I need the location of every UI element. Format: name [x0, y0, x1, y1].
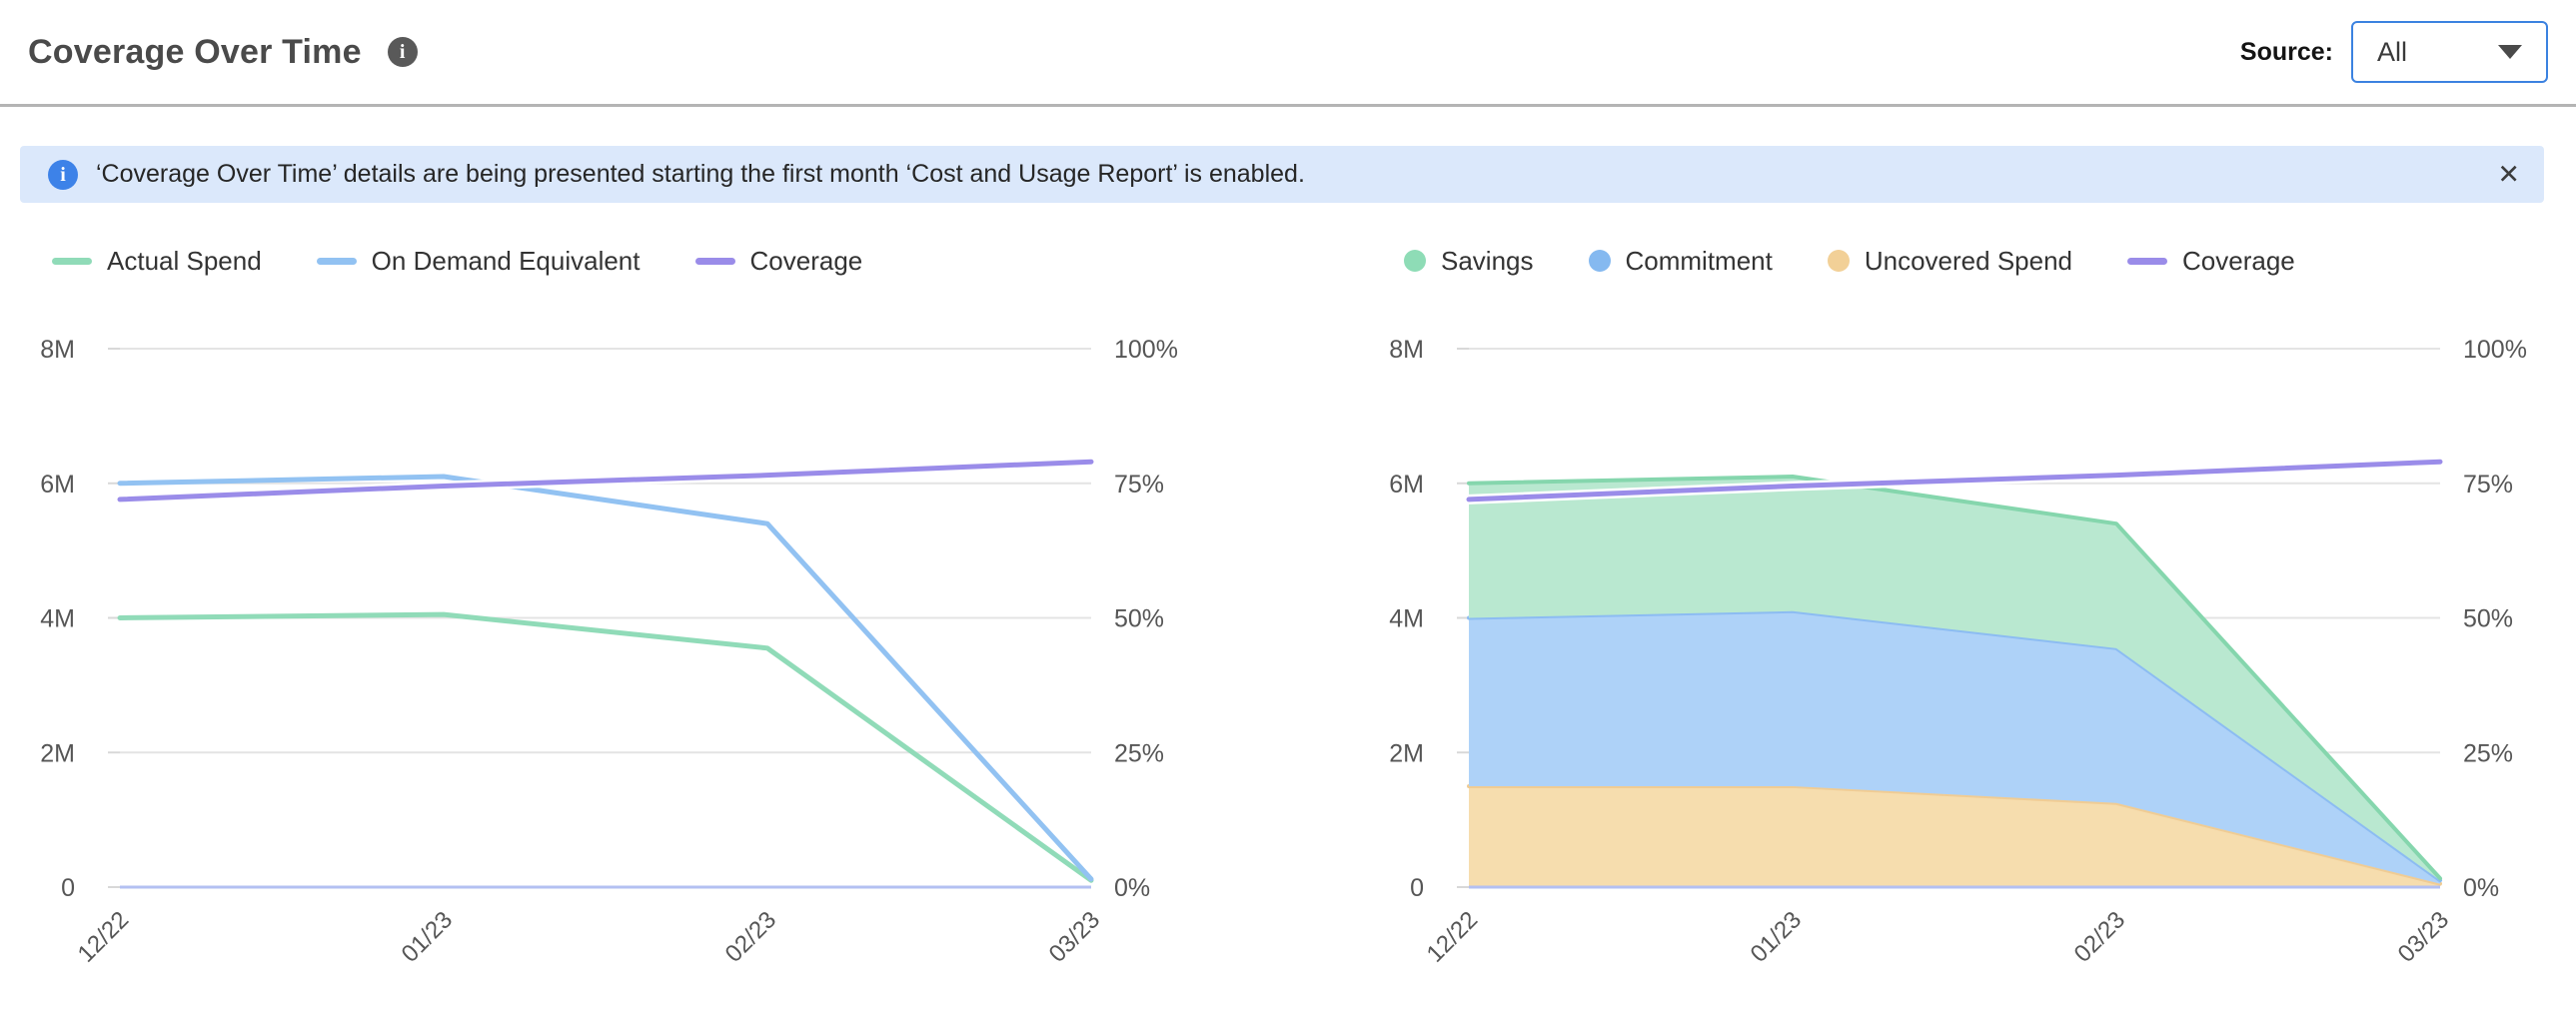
legend-label: Actual Spend	[107, 245, 262, 276]
y-axis-label: 0	[1410, 874, 1424, 902]
x-axis-label: 02/23	[2069, 906, 2131, 968]
x-axis-label: 01/23	[1746, 906, 1808, 968]
banner-text: ‘Coverage Over Time’ details are being p…	[96, 160, 1305, 188]
legend-dot-swatch	[1588, 250, 1611, 272]
chevron-down-icon	[2498, 45, 2522, 59]
info-icon-glyph: i	[399, 41, 406, 63]
close-icon[interactable]: ✕	[2497, 159, 2520, 189]
y-axis-label: 8M	[1389, 336, 1424, 364]
y-axis-label: 0	[61, 874, 75, 902]
y-axis-label: 2M	[40, 739, 75, 767]
source-label: Source:	[2239, 37, 2333, 66]
panel-header: Coverage Over Time i Source: All	[0, 0, 2576, 104]
pct-axis-label: 75%	[1114, 471, 1164, 499]
legend-line-swatch	[694, 257, 735, 265]
x-axis-label: 12/22	[1422, 906, 1484, 968]
legend-label: Coverage	[2182, 245, 2295, 276]
legend-item-savings[interactable]: Savings	[1404, 246, 1534, 277]
source-dropdown[interactable]: All	[2351, 21, 2548, 83]
pct-axis-label: 25%	[2463, 739, 2513, 767]
source-dropdown-value: All	[2377, 36, 2408, 67]
legend-item-actual-spend[interactable]: Actual Spend	[52, 246, 262, 277]
area-savings	[1469, 477, 2440, 881]
legend-spend-lines: Actual Spend On Demand Equivalent Coverage	[52, 244, 862, 278]
legend-label: Savings	[1441, 245, 1534, 276]
y-axis-label: 2M	[1389, 739, 1424, 767]
banner-info-icon: i	[48, 159, 78, 190]
banner-info-icon-glyph: i	[60, 163, 66, 186]
legend-line-swatch	[316, 257, 357, 265]
legend-dot-swatch	[1404, 250, 1426, 272]
legend-line-swatch	[2127, 257, 2167, 265]
legend-item-coverage[interactable]: Coverage	[2127, 246, 2295, 277]
legend-label: Coverage	[749, 245, 863, 276]
pct-axis-label: 100%	[2463, 336, 2527, 364]
line-actual-spend	[117, 611, 1094, 883]
page-title: Coverage Over Time	[28, 32, 362, 71]
y-axis-label: 8M	[40, 336, 75, 364]
pct-axis-label: 50%	[2463, 605, 2513, 633]
x-axis-label: 01/23	[397, 906, 459, 968]
x-axis-label: 12/22	[73, 906, 135, 968]
pct-axis-label: 75%	[2463, 471, 2513, 499]
line-on-demand-equivalent	[117, 474, 1094, 882]
line-coverage	[117, 459, 1094, 503]
y-axis-label: 4M	[1389, 605, 1424, 633]
x-axis-label: 03/23	[2393, 906, 2455, 968]
y-axis-label: 6M	[1389, 471, 1424, 499]
line-coverage	[1466, 459, 2443, 503]
coverage-stacked-area-chart: 8M 6M 4M 2M 0 100% 75% 50% 25% 0% 12/22 01/23 02/23 0…	[1389, 336, 2527, 968]
legend-label: On Demand Equivalent	[371, 245, 641, 276]
title-wrap: Coverage Over Time i	[28, 33, 418, 72]
area-commitment	[1469, 610, 2440, 884]
area-uncovered-spend	[1469, 785, 2440, 887]
legend-item-coverage[interactable]: Coverage	[694, 245, 863, 277]
legend-label: Commitment	[1625, 245, 1773, 276]
legend-stacked-areas: Savings Commitment Uncovered Spend Coverage	[1404, 244, 2295, 278]
info-banner: i ‘Coverage Over Time’ details are being…	[20, 146, 2544, 203]
y-axis-label: 6M	[40, 471, 75, 499]
area-edge-savings	[1467, 475, 2442, 881]
x-axis-label: 03/23	[1044, 906, 1106, 968]
y-axis-label: 4M	[40, 605, 75, 633]
legend-item-uncovered-spend[interactable]: Uncovered Spend	[1827, 245, 2072, 277]
info-icon[interactable]: i	[387, 37, 418, 67]
legend-label: Uncovered Spend	[1864, 245, 2072, 276]
spend-line-chart: 8M 6M 4M 2M 0 100% 75% 50% 25% 0% 12/22 01/23 02/23 0…	[40, 336, 1178, 968]
pct-axis-label: 25%	[1114, 739, 1164, 767]
pct-axis-label: 100%	[1114, 336, 1178, 364]
header-divider	[0, 104, 2576, 107]
legend-dot-swatch	[1827, 250, 1850, 272]
source-filter: Source: All	[2240, 21, 2548, 83]
legend-item-commitment[interactable]: Commitment	[1588, 245, 1773, 277]
legend-item-on-demand-equivalent[interactable]: On Demand Equivalent	[316, 245, 641, 277]
pct-axis-label: 50%	[1114, 605, 1164, 633]
x-axis-label: 02/23	[720, 906, 782, 968]
pct-axis-label: 0%	[2463, 874, 2499, 902]
pct-axis-label: 0%	[1114, 874, 1150, 902]
legend-line-swatch	[52, 257, 92, 265]
